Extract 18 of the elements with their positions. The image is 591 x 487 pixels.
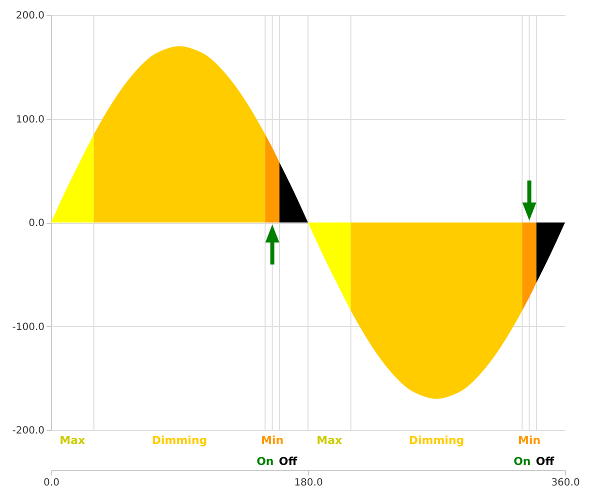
y-tick-label: -100.0 [12, 322, 44, 333]
x-tick-label: 180.0 [294, 478, 323, 487]
text: On [256, 455, 274, 468]
x-tick-label: 0.0 [44, 478, 60, 487]
x-tick-label: 360.0 [551, 478, 580, 487]
y-tick-label: -200.0 [12, 426, 44, 436]
text: Min [261, 434, 284, 447]
text: Min [518, 434, 541, 447]
y-tick-label: 0.0 [28, 218, 44, 229]
text: On [514, 455, 531, 468]
y-tick-label: 100.0 [16, 114, 44, 126]
text: Dimming [408, 434, 464, 447]
y-tick-label: 200.0 [16, 10, 44, 22]
text: Max [316, 434, 342, 447]
text: Max [60, 434, 86, 447]
text: Off [536, 455, 554, 468]
text: Off [278, 455, 298, 468]
text: Dimming [152, 434, 208, 447]
